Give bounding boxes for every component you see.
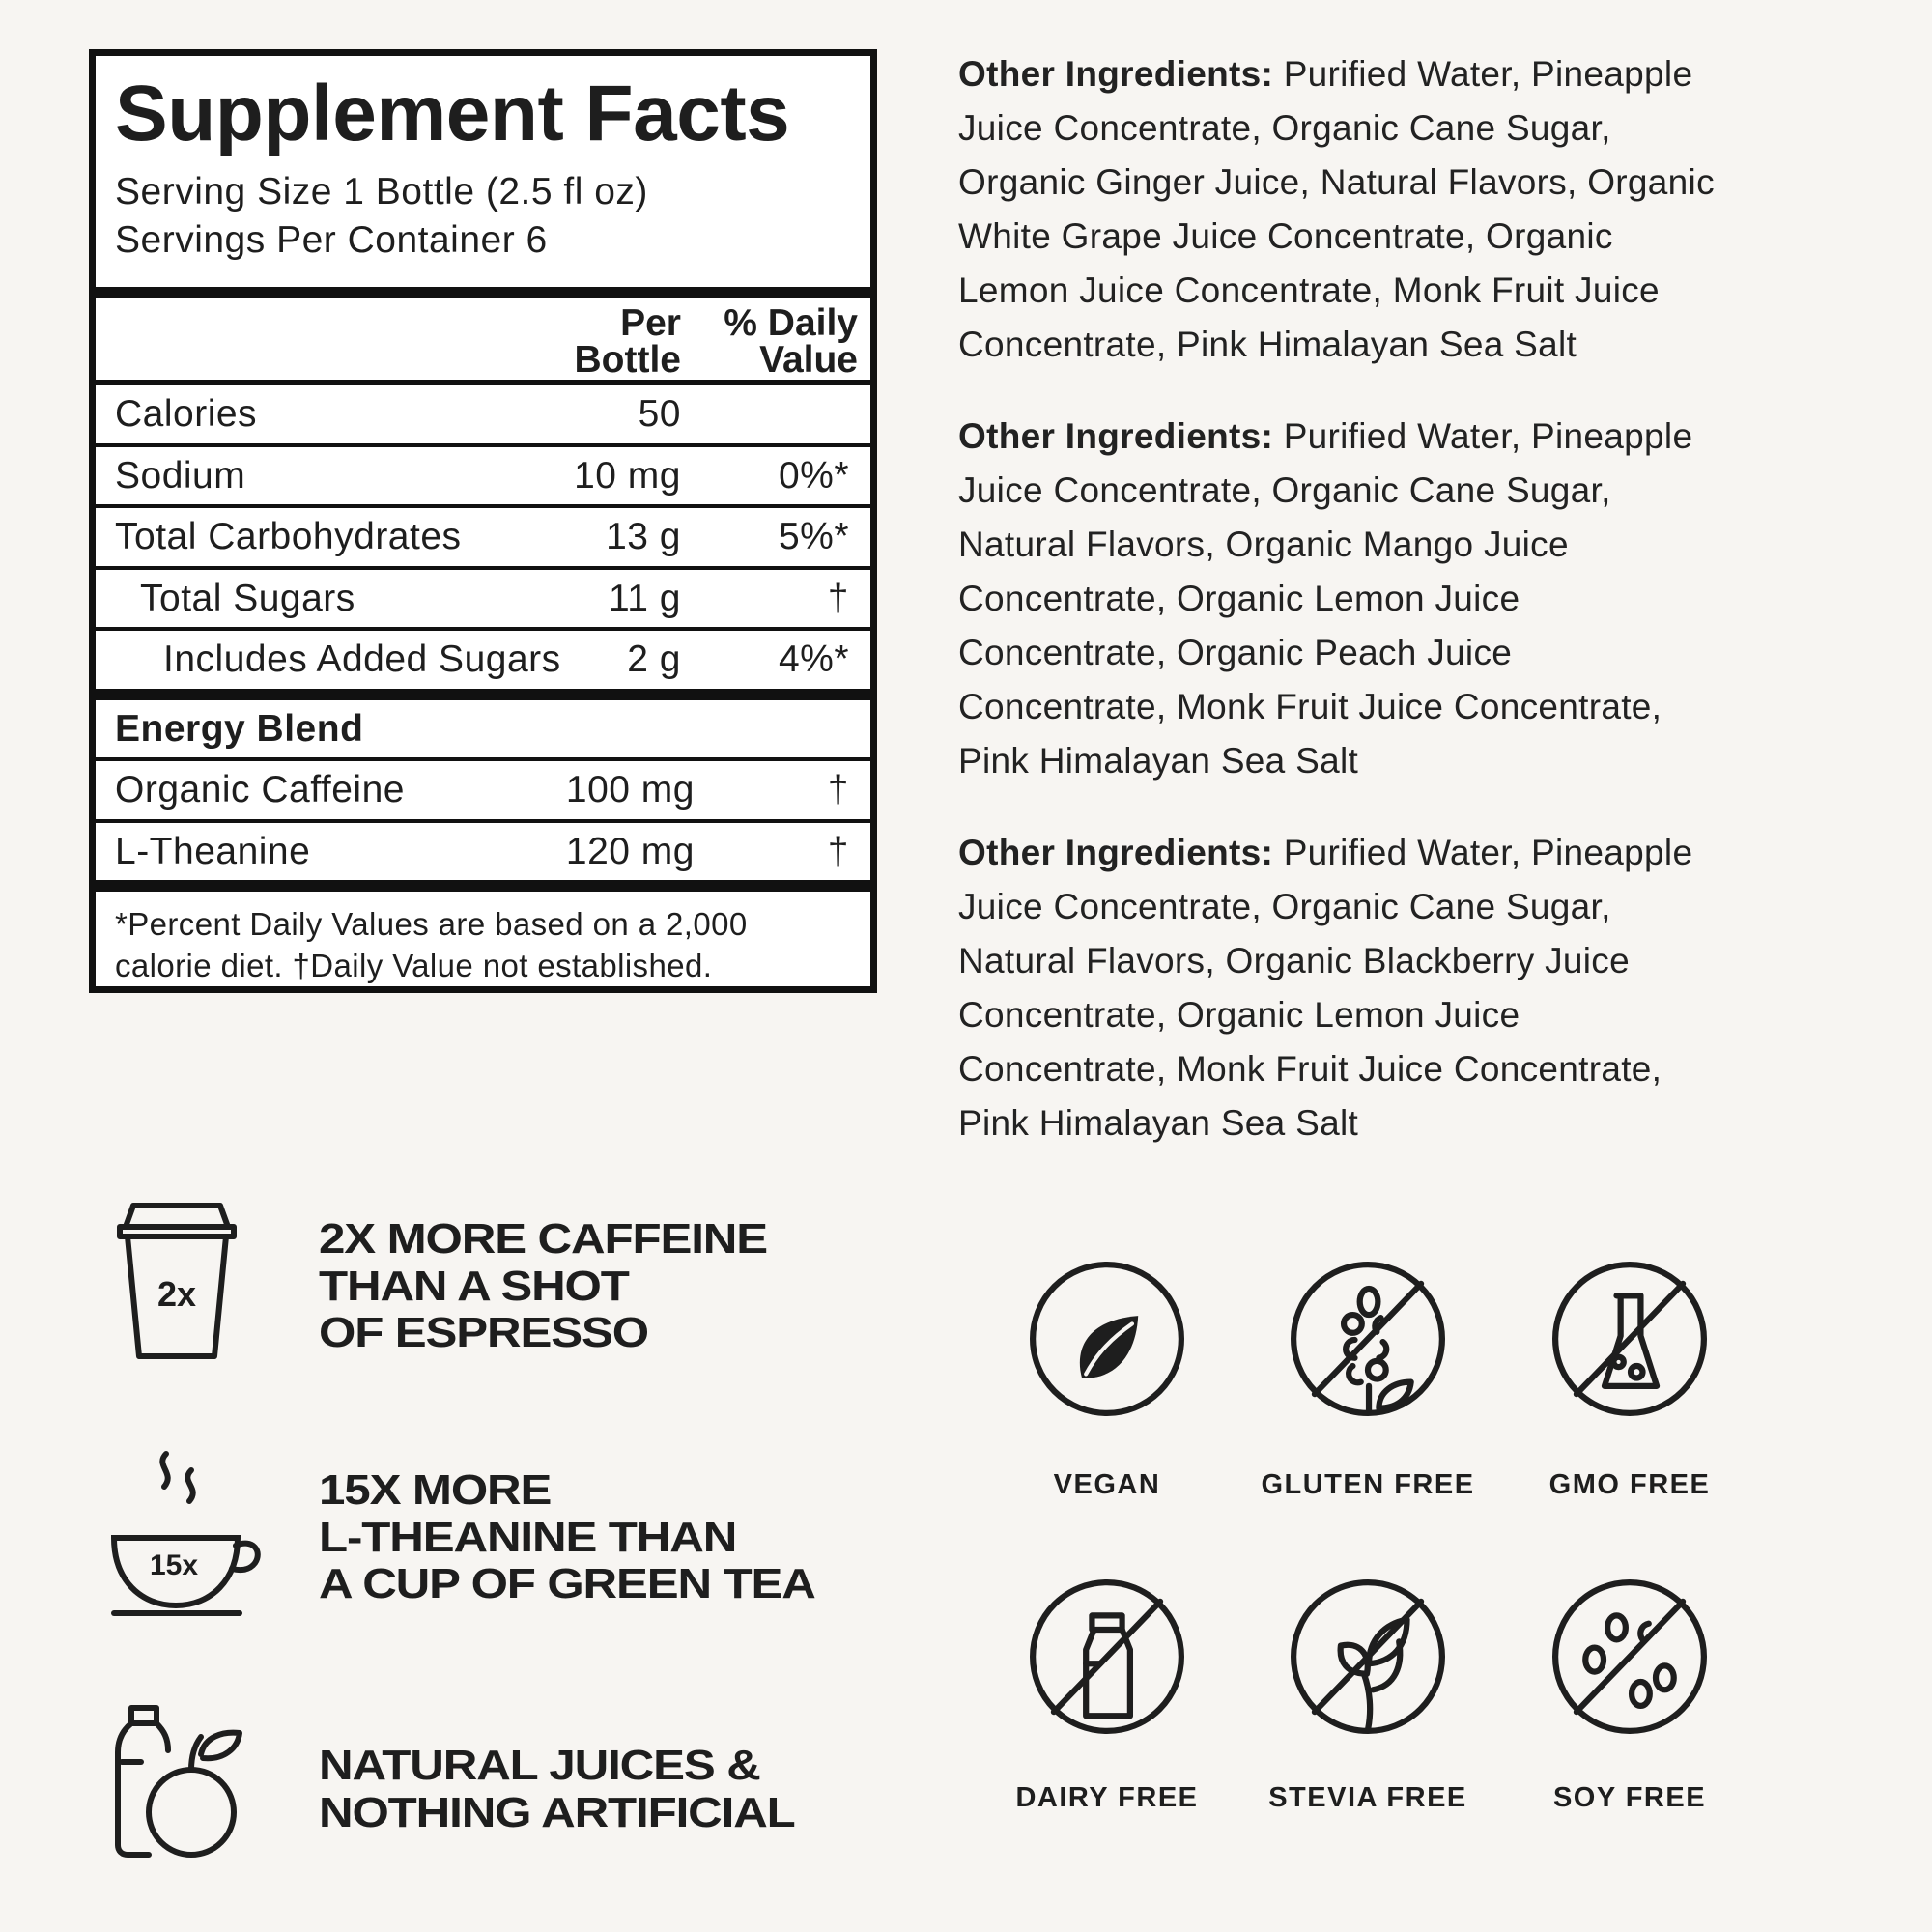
- nutrient-row: Includes Added Sugars 2 g 4%*: [96, 631, 870, 689]
- nutrient-row: Sodium 10 mg 0%*: [96, 446, 870, 505]
- badge-gluten-free: GLUTEN FREE: [1261, 1262, 1473, 1500]
- footnote: *Percent Daily Values are based on a 2,0…: [96, 892, 870, 987]
- per-bottle-header: Per Bottle: [574, 301, 682, 381]
- ingredient-line: Concentrate, Organic Peach Juice: [958, 633, 1513, 672]
- badge-label: SOY FREE: [1552, 1782, 1707, 1813]
- no-stevia-icon: [1291, 1579, 1445, 1734]
- ingredient-line: Concentrate, Pink Himalayan Sea Salt: [958, 325, 1577, 364]
- column-headers: Per Bottle % Daily Value: [96, 297, 870, 381]
- claim-caffeine: 2X MORE CAFFEINE THAN A SHOT OF ESPRESSO: [319, 1215, 768, 1356]
- no-milk-icon: [1030, 1579, 1184, 1734]
- ingredient-paragraph: Other Ingredients: Purified Water, Pinea…: [958, 410, 1715, 788]
- ingredient-line: Pink Himalayan Sea Salt: [958, 1103, 1359, 1143]
- ingredient-line: Juice Concentrate, Organic Cane Sugar,: [958, 108, 1611, 148]
- servings-per-container: Servings Per Container 6: [115, 219, 548, 261]
- serving-size: Serving Size 1 Bottle (2.5 fl oz): [115, 171, 648, 213]
- ingredient-line: Natural Flavors, Organic Mango Juice: [958, 525, 1569, 564]
- label-header: Supplement Facts Serving Size 1 Bottle (…: [96, 56, 870, 287]
- claim-theanine: 15X MORE L-THEANINE THAN A CUP OF GREEN TE…: [319, 1466, 816, 1607]
- ingredient-line: Lemon Juice Concentrate, Monk Fruit Juic…: [958, 270, 1660, 310]
- supplement-facts-label: Supplement Facts Serving Size 1 Bottle (…: [89, 49, 877, 993]
- badge-label: GMO FREE: [1548, 1469, 1711, 1500]
- ingredient-label: Other Ingredients:: [958, 833, 1274, 872]
- coffee-cup-icon: 2x: [117, 1203, 237, 1359]
- ingredient-line: Other Ingredients: Purified Water, Pinea…: [958, 416, 1693, 456]
- ingredient-line: Organic Ginger Juice, Natural Flavors, O…: [958, 162, 1715, 202]
- ingredient-line: Concentrate, Organic Lemon Juice: [958, 995, 1520, 1035]
- blend-row: Organic Caffeine 100 mg †: [96, 761, 870, 819]
- ingredient-line: Juice Concentrate, Organic Cane Sugar,: [958, 470, 1611, 510]
- ingredient-paragraph: Other Ingredients: Purified Water, Pinea…: [958, 826, 1715, 1151]
- ingredient-line: Concentrate, Organic Lemon Juice: [958, 579, 1520, 618]
- daily-value-header: % Daily Value: [724, 301, 858, 381]
- badge-dairy-free: DAIRY FREE: [1010, 1579, 1204, 1813]
- no-soy-icon: [1552, 1579, 1707, 1734]
- badge-vegan: VEGAN: [1010, 1262, 1204, 1500]
- nutrient-row: Calories 50: [96, 385, 870, 443]
- no-wheat-icon: [1291, 1262, 1445, 1416]
- badge-stevia-free: STEVIA FREE: [1268, 1579, 1465, 1813]
- ingredient-line: Other Ingredients: Purified Water, Pinea…: [958, 54, 1693, 94]
- badge-label: VEGAN: [1053, 1469, 1161, 1500]
- ingredient-label: Other Ingredients:: [958, 54, 1274, 94]
- label-title: Supplement Facts: [115, 70, 790, 157]
- badge-soy-free: SOY FREE: [1533, 1579, 1726, 1813]
- blend-title-row: Energy Blend: [96, 699, 870, 758]
- ingredient-line: Natural Flavors, Organic Blackberry Juic…: [958, 941, 1630, 980]
- ingredient-label: Other Ingredients:: [958, 416, 1274, 456]
- badge-label: GLUTEN FREE: [1261, 1469, 1475, 1500]
- ingredient-line: Concentrate, Monk Fruit Juice Concentrat…: [958, 1049, 1662, 1089]
- leaf-icon: [1030, 1262, 1184, 1416]
- svg-text:15x: 15x: [150, 1549, 198, 1581]
- ingredient-paragraph: Other Ingredients: Purified Water, Pinea…: [958, 47, 1715, 372]
- svg-text:2x: 2x: [157, 1274, 196, 1314]
- ingredient-line: Juice Concentrate, Organic Cane Sugar,: [958, 887, 1611, 926]
- no-flask-icon: [1552, 1262, 1707, 1416]
- ingredient-line: White Grape Juice Concentrate, Organic: [958, 216, 1613, 256]
- badge-label: DAIRY FREE: [1015, 1782, 1199, 1813]
- nutrient-row: Total Carbohydrates 13 g 5%*: [96, 508, 870, 566]
- badge-label: STEVIA FREE: [1268, 1782, 1467, 1813]
- ingredients-list: Other Ingredients: Purified Water, Pinea…: [958, 47, 1715, 1188]
- ingredient-line: Other Ingredients: Purified Water, Pinea…: [958, 833, 1693, 872]
- bottle-fruit-icon: [115, 1705, 242, 1858]
- blend-row: L-Theanine 120 mg †: [96, 822, 870, 881]
- ingredient-line: Pink Himalayan Sea Salt: [958, 741, 1359, 781]
- nutrient-row: Total Sugars 11 g †: [96, 569, 870, 628]
- badge-gmo-free: GMO FREE: [1533, 1262, 1726, 1500]
- claim-natural: NATURAL JUICES & NOTHING ARTIFICIAL: [319, 1742, 796, 1836]
- ingredient-line: Concentrate, Monk Fruit Juice Concentrat…: [958, 687, 1662, 726]
- tea-cup-icon: 15x: [110, 1451, 261, 1616]
